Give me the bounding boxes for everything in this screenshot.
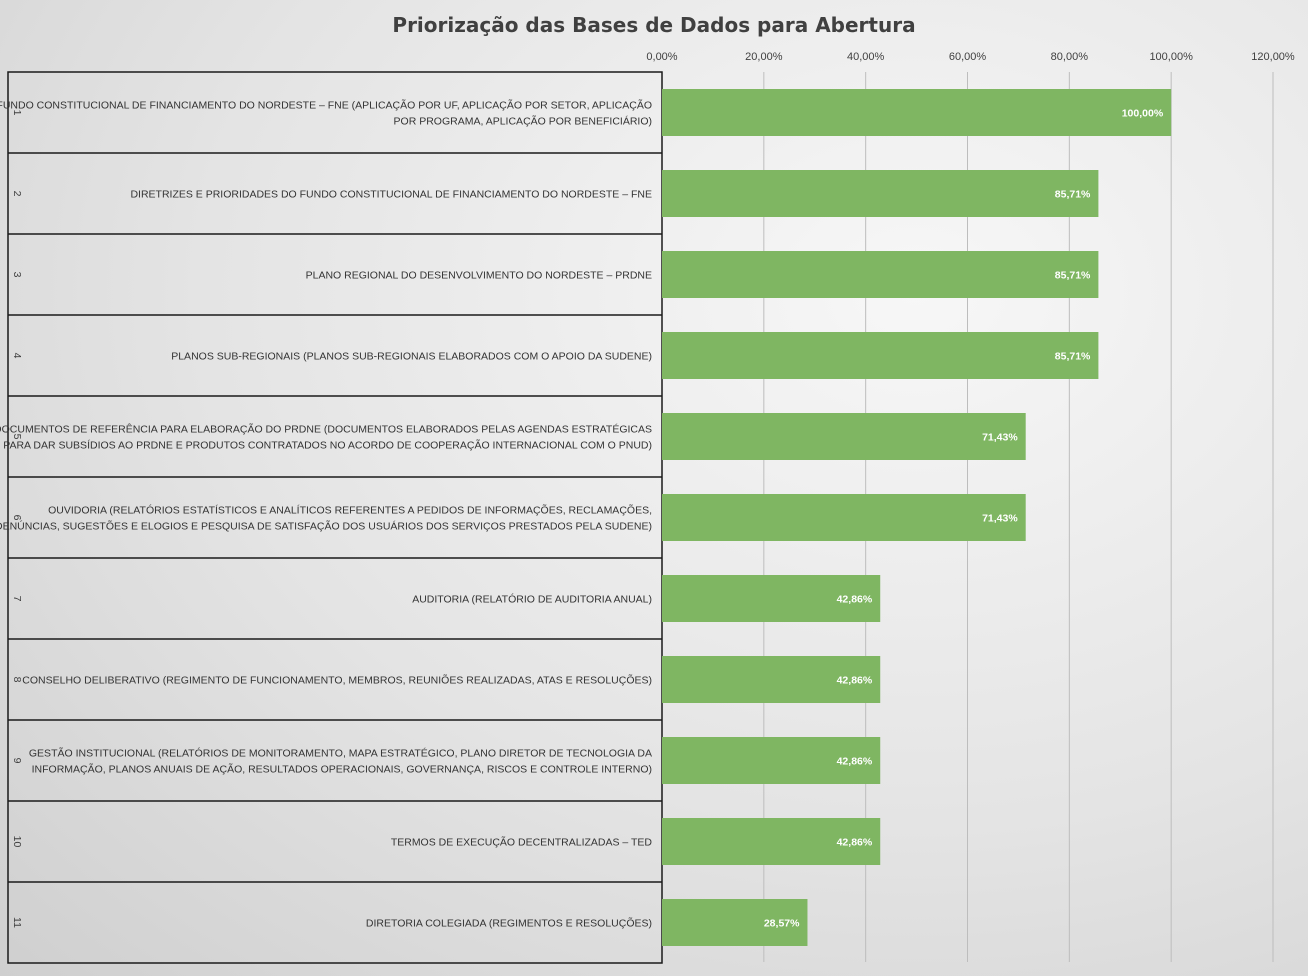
category-label: PLANOS SUB-REGIONAIS (PLANOS SUB-REGIONA… [171, 351, 652, 363]
category-label: INFORMAÇÃO, PLANOS ANUAIS DE AÇÃO, RESUL… [32, 763, 652, 776]
x-axis-ticks: 0,00% 20,00% 40,00% 60,00% 80,00% 100,00% 120,… [646, 51, 1295, 63]
data-label: 85,71% [1055, 351, 1091, 363]
bar [662, 899, 808, 946]
category-label: OUVIDORIA (RELATÓRIOS ESTATÍSTICOS E ANA… [48, 504, 652, 517]
bar [662, 251, 1099, 298]
data-label: 28,57% [764, 918, 800, 930]
data-label: 42,86% [837, 594, 873, 606]
category-label: DENÚNCIAS, SUGESTÕES E ELOGIOS E PESQUIS… [0, 520, 652, 533]
x-tick-label: 0,00% [646, 51, 677, 63]
bar [662, 413, 1026, 460]
bar [662, 656, 881, 703]
category-label: FUNDO CONSTITUCIONAL DE FINANCIAMENTO DO… [0, 99, 652, 112]
row-number: 11 [11, 917, 23, 928]
row-number: 8 [11, 677, 23, 683]
bar [662, 494, 1026, 541]
row-number: 9 [11, 758, 23, 764]
row-number: 6 [11, 515, 23, 521]
bars: 100,00% 85,71% 85,71% 85,71% 71,43% 71,43% 42,… [662, 89, 1172, 946]
category-label: PARA DAR SUBSÍDIOS AO PRDNE E PRODUTOS C… [3, 439, 652, 452]
row-number: 4 [11, 353, 23, 359]
row-number: 7 [11, 596, 23, 602]
data-label: 100,00% [1122, 108, 1164, 120]
data-label: 71,43% [982, 513, 1018, 525]
category-label: DIRETORIA COLEGIADA (REGIMENTOS E RESOLU… [366, 917, 652, 930]
category-label: GESTÃO INSTITUCIONAL (RELATÓRIOS DE MONI… [29, 747, 652, 760]
row-number: 2 [11, 191, 23, 197]
row-number: 10 [11, 836, 23, 848]
bar [662, 818, 881, 865]
category-label: DOCUMENTOS DE REFERÊNCIA PARA ELABORAÇÃO… [0, 423, 652, 436]
bar [662, 737, 881, 784]
category-label: CONSELHO DELIBERATIVO (REGIMENTO DE FUNC… [22, 674, 652, 687]
bar [662, 575, 881, 622]
x-tick-label: 120,00% [1251, 51, 1295, 63]
category-label: PLANO REGIONAL DO DESENVOLVIMENTO DO NOR… [306, 270, 652, 282]
row-number: 1 [11, 110, 23, 116]
x-tick-label: 20,00% [745, 51, 783, 63]
data-label: 42,86% [837, 675, 873, 687]
x-tick-label: 60,00% [949, 51, 987, 63]
chart-title: Priorização das Bases de Dados para Aber… [392, 13, 915, 37]
category-label: POR PROGRAMA, APLICAÇÃO POR BENEFICIÁRIO… [394, 115, 652, 128]
category-label: DIRETRIZES E PRIORIDADES DO FUNDO CONSTI… [130, 189, 652, 201]
row-number: 3 [11, 272, 23, 278]
data-label: 85,71% [1055, 189, 1091, 201]
data-label: 85,71% [1055, 270, 1091, 282]
x-tick-label: 100,00% [1149, 51, 1193, 63]
table-frame [7, 71, 663, 964]
row-number: 5 [11, 434, 23, 440]
category-label: AUDITORIA (RELATÓRIO DE AUDITORIA ANUAL) [412, 593, 652, 606]
bar [662, 89, 1172, 136]
bar [662, 332, 1099, 379]
x-tick-label: 40,00% [847, 51, 885, 63]
data-label: 71,43% [982, 432, 1018, 444]
bar [662, 170, 1099, 217]
data-label: 42,86% [837, 756, 873, 768]
category-label: TERMOS DE EXECUÇÃO DECENTRALIZADAS – TED [391, 836, 653, 849]
x-tick-label: 80,00% [1051, 51, 1089, 63]
data-label: 42,86% [837, 837, 873, 849]
